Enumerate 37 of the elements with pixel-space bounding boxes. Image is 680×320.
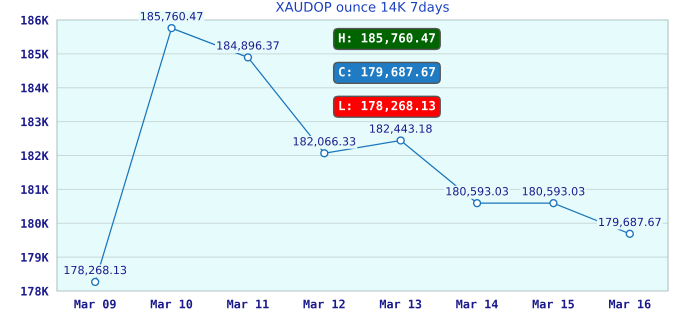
- annotation: L: 178,268.13: [339, 100, 436, 112]
- y-tick-label: 184K: [21, 83, 49, 92]
- y-tick-label: 178K: [21, 286, 49, 296]
- point: [244, 53, 252, 62]
- y-tick-label: 179K: [21, 252, 49, 262]
- annotation: H: 185,760.47: [338, 33, 435, 44]
- x-tick-label: Mar 13: [380, 300, 422, 308]
- point: [167, 24, 176, 32]
- annotation: C: 179,687.67: [338, 67, 435, 78]
- point: [91, 278, 100, 286]
- x-tick-label: Mar 09: [74, 300, 116, 309]
- point: [472, 198, 482, 208]
- point: [549, 198, 558, 208]
- data-label: 178,268.13: [64, 266, 126, 276]
- chart-title: XAUDOP ounce 14K 7days: [276, 2, 449, 14]
- y-tick-label: 182K: [21, 151, 49, 160]
- y-tick-label: 186K: [21, 16, 49, 25]
- y-tick-label: 185K: [21, 50, 49, 59]
- x-tick-label: Mar 12: [303, 300, 345, 308]
- x-tick-label: Mar 14: [456, 300, 498, 308]
- point: [626, 230, 634, 238]
- x-tick-label: Mar 15: [532, 300, 574, 308]
- point: [396, 136, 405, 145]
- x-tick-label: Mar 11: [227, 300, 269, 308]
- data-label: 185,760.47: [140, 12, 202, 22]
- data-label: 180,593.03: [522, 187, 584, 197]
- data-label: 179,687.67: [599, 218, 661, 228]
- x-tick-label: Mar 10: [150, 300, 192, 308]
- y-tick-label: 181K: [21, 185, 49, 194]
- data-label: 182,066.33: [294, 137, 356, 147]
- data-label: 182,443.18: [370, 124, 432, 134]
- data-label: 184,896.37: [217, 41, 279, 51]
- x-tick-label: Mar 16: [608, 300, 650, 308]
- y-tick-label: 180K: [21, 218, 49, 228]
- y-tick-label: 183K: [21, 117, 49, 126]
- data-label: 180,593.03: [446, 187, 508, 197]
- point: [320, 149, 328, 158]
